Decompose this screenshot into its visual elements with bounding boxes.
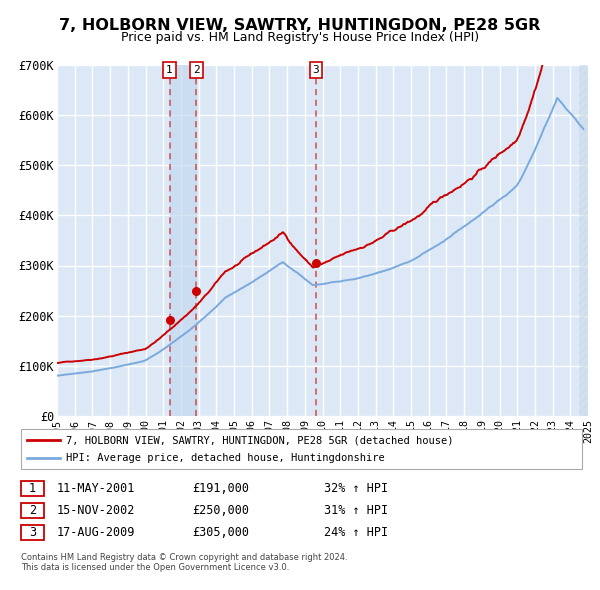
Text: 17-AUG-2009: 17-AUG-2009: [57, 526, 136, 539]
Text: Price paid vs. HM Land Registry's House Price Index (HPI): Price paid vs. HM Land Registry's House …: [121, 31, 479, 44]
Text: 1: 1: [166, 65, 173, 75]
Text: 3: 3: [313, 65, 319, 75]
Text: 1: 1: [29, 482, 36, 495]
Text: £305,000: £305,000: [192, 526, 249, 539]
Text: This data is licensed under the Open Government Licence v3.0.: This data is licensed under the Open Gov…: [21, 563, 289, 572]
Text: Contains HM Land Registry data © Crown copyright and database right 2024.: Contains HM Land Registry data © Crown c…: [21, 553, 347, 562]
Text: HPI: Average price, detached house, Huntingdonshire: HPI: Average price, detached house, Hunt…: [66, 453, 385, 463]
Text: £250,000: £250,000: [192, 504, 249, 517]
Bar: [579, 65, 588, 416]
Text: £191,000: £191,000: [192, 482, 249, 495]
Text: 31% ↑ HPI: 31% ↑ HPI: [324, 504, 388, 517]
Text: 7, HOLBORN VIEW, SAWTRY, HUNTINGDON, PE28 5GR (detached house): 7, HOLBORN VIEW, SAWTRY, HUNTINGDON, PE2…: [66, 435, 454, 445]
Text: 2: 2: [29, 504, 36, 517]
Text: 3: 3: [29, 526, 36, 539]
Bar: [170, 65, 196, 416]
Text: 15-NOV-2002: 15-NOV-2002: [57, 504, 136, 517]
Text: 2: 2: [193, 65, 200, 75]
Text: 24% ↑ HPI: 24% ↑ HPI: [324, 526, 388, 539]
Text: 32% ↑ HPI: 32% ↑ HPI: [324, 482, 388, 495]
Text: 7, HOLBORN VIEW, SAWTRY, HUNTINGDON, PE28 5GR: 7, HOLBORN VIEW, SAWTRY, HUNTINGDON, PE2…: [59, 18, 541, 32]
Text: 11-MAY-2001: 11-MAY-2001: [57, 482, 136, 495]
